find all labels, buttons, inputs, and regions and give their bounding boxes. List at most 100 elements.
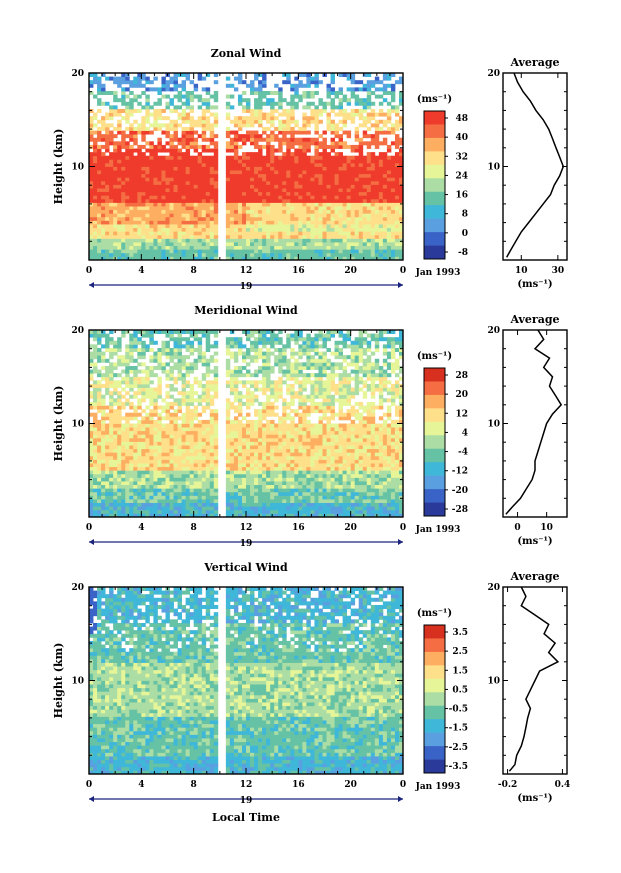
x-tick-label: 8 bbox=[191, 266, 197, 276]
colorbar-swatch bbox=[424, 164, 445, 179]
date-label: 19 bbox=[240, 796, 253, 806]
average-x-tick-label: 10 bbox=[540, 523, 553, 533]
x-tick-label: 0 bbox=[400, 780, 406, 790]
x-tick-label: 20 bbox=[344, 266, 357, 276]
date-bar-start-arrow bbox=[89, 282, 94, 288]
month-label: Jan 1993 bbox=[415, 268, 461, 278]
colorbar-tick-label: 0.5 bbox=[452, 685, 468, 695]
x-tick-label: 4 bbox=[138, 523, 144, 533]
colorbar-tick-label: 20 bbox=[455, 390, 468, 400]
x-tick-label: 0 bbox=[86, 266, 92, 276]
colorbar-tick-label: -28 bbox=[452, 505, 468, 515]
average-x-label: (ms⁻¹) bbox=[517, 536, 552, 547]
x-tick-label: 12 bbox=[240, 523, 253, 533]
colorbar-tick-label: 24 bbox=[455, 171, 468, 181]
colorbar-tick-label: -8 bbox=[458, 248, 468, 258]
average-x-tick-label: 0.4 bbox=[555, 780, 571, 790]
colorbar-swatch bbox=[424, 137, 445, 152]
colorbar-swatch bbox=[424, 448, 445, 463]
colorbar-unit: (ms⁻¹) bbox=[417, 608, 452, 619]
average-profile-line bbox=[508, 586, 560, 772]
colorbar-frame bbox=[423, 367, 446, 517]
colorbar-swatch bbox=[424, 124, 445, 139]
x-tick-label: 16 bbox=[292, 523, 305, 533]
x-tick-label: 8 bbox=[191, 780, 197, 790]
date-bar-end-arrow bbox=[398, 539, 403, 545]
colorbar-swatch bbox=[424, 462, 445, 476]
date-bar-start-arrow bbox=[89, 539, 94, 545]
y-tick-label: 20 bbox=[71, 326, 84, 336]
colorbar-swatch bbox=[424, 502, 445, 517]
colorbar-tick-label: 12 bbox=[455, 409, 468, 419]
average-y-tick-label: 20 bbox=[487, 326, 500, 336]
average-frame bbox=[502, 72, 568, 261]
panel-title: Zonal Wind bbox=[211, 47, 282, 60]
colorbar-swatch bbox=[424, 191, 445, 206]
average-frame bbox=[502, 329, 568, 518]
colorbar-swatch bbox=[424, 678, 445, 693]
y-tick-label: 20 bbox=[71, 583, 84, 593]
date-label: 19 bbox=[240, 282, 253, 292]
colorbar-swatch bbox=[424, 651, 445, 666]
colorbar-swatch bbox=[424, 638, 445, 653]
colorbar-tick-label: 28 bbox=[455, 371, 468, 381]
x-tick-label: 0 bbox=[400, 266, 406, 276]
colorbar-tick-label: 40 bbox=[455, 133, 468, 143]
colorbar-tick-label: -4 bbox=[458, 448, 468, 458]
colorbar-swatch bbox=[424, 759, 445, 774]
heatmap-cells bbox=[89, 330, 404, 518]
x-tick-label: 12 bbox=[240, 780, 253, 790]
x-tick-label: 4 bbox=[138, 266, 144, 276]
average-x-tick-label: 0 bbox=[514, 523, 520, 533]
panel-1: Meridional Wind 10 20 Height (km) 0 4 8 12 16 20 0… bbox=[52, 304, 568, 549]
colorbar-tick-label: -3.5 bbox=[449, 762, 468, 772]
average-y-tick-label: 10 bbox=[487, 163, 500, 173]
colorbar-swatch bbox=[424, 408, 445, 423]
x-tick-label: 16 bbox=[292, 266, 305, 276]
colorbar-swatch bbox=[424, 489, 445, 503]
colorbar-swatch bbox=[424, 111, 445, 125]
colorbar-swatch bbox=[424, 665, 445, 680]
colorbar-tick-label: -1.5 bbox=[449, 724, 468, 734]
colorbar-swatch bbox=[424, 625, 445, 639]
month-label: Jan 1993 bbox=[415, 782, 461, 792]
colorbar-swatch bbox=[424, 705, 445, 720]
colorbar-swatch bbox=[424, 421, 445, 436]
colorbar-swatch bbox=[424, 435, 445, 450]
colorbar-swatch bbox=[424, 368, 445, 382]
colorbar-tick-label: 16 bbox=[455, 191, 468, 201]
x-tick-label: 0 bbox=[86, 780, 92, 790]
colorbar-tick-label: 2.5 bbox=[452, 647, 468, 657]
average-title: Average bbox=[509, 56, 559, 69]
colorbar-tick-label: 4 bbox=[462, 428, 468, 438]
colorbar-frame bbox=[423, 624, 446, 774]
x-tick-label: 20 bbox=[344, 780, 357, 790]
colorbar-unit: (ms⁻¹) bbox=[417, 351, 452, 362]
x-tick-label: 20 bbox=[344, 523, 357, 533]
average-y-tick-label: 10 bbox=[487, 677, 500, 687]
colorbar-swatch bbox=[424, 475, 445, 490]
colorbar-swatch bbox=[424, 394, 445, 409]
heatmap-cells bbox=[89, 73, 404, 261]
colorbar-tick-label: -0.5 bbox=[449, 705, 468, 715]
date-label: 19 bbox=[240, 539, 253, 549]
colorbar-tick-label: 32 bbox=[455, 152, 468, 162]
y-tick-label: 10 bbox=[71, 420, 84, 430]
colorbar-tick-label: -2.5 bbox=[449, 743, 468, 753]
colorbar-tick-label: 48 bbox=[455, 114, 468, 124]
date-bar-start-arrow bbox=[89, 796, 94, 802]
y-axis-label: Height (km) bbox=[52, 643, 65, 719]
average-x-tick-label: 10 bbox=[515, 266, 528, 276]
average-x-tick-label: 30 bbox=[552, 266, 565, 276]
panel-title: Vertical Wind bbox=[203, 561, 288, 574]
y-tick-label: 20 bbox=[71, 69, 84, 79]
colorbar-tick-label: 0 bbox=[462, 229, 468, 239]
average-y-tick-label: 20 bbox=[487, 69, 500, 79]
average-profile-line bbox=[506, 72, 565, 258]
colorbar-swatch bbox=[424, 151, 445, 166]
average-y-tick-label: 20 bbox=[487, 583, 500, 593]
colorbar-frame bbox=[423, 110, 446, 260]
colorbar-swatch bbox=[424, 746, 445, 760]
